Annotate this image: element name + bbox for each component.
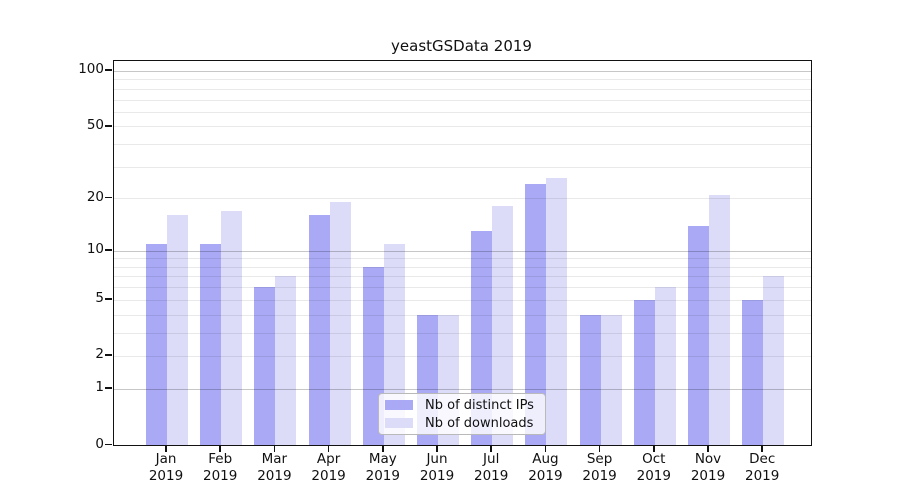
grid-line-minor [114,287,811,289]
grid-line-minor [114,332,811,334]
x-axis-tick [273,445,276,452]
legend-swatch [385,418,413,428]
grid-line-minor [114,144,811,146]
x-axis-tick [544,445,547,452]
grid-line-minor [114,355,811,357]
x-axis-tick-label: Apr 2019 [311,451,346,484]
x-axis-tick-label: Nov 2019 [690,451,726,484]
bar-distinct-ips [308,215,330,445]
y-axis-tick-label: 50 [86,116,104,133]
grid-line-minor [114,299,811,301]
legend: Nb of distinct IPs Nb of downloads [378,393,546,435]
grid-line-major [114,70,811,72]
legend-row: Nb of distinct IPs [385,398,539,413]
bar-downloads [546,177,568,445]
x-axis-tick [707,445,709,452]
x-axis-tick-label: Feb 2019 [203,451,238,484]
x-axis-tick-label: Dec 2019 [745,451,780,484]
x-axis-tick [490,445,493,452]
legend-label: Nb of downloads [425,415,534,431]
grid-line-minor [114,314,811,316]
bar-distinct-ips [146,243,167,445]
y-axis-tick-label: 100 [78,61,104,78]
x-axis-tick-label: Sep 2019 [582,451,617,484]
bar-downloads [329,202,351,445]
x-axis-tick [761,445,764,452]
y-axis-tick [105,124,112,127]
x-axis-tick [219,445,222,452]
y-axis-tick-label: 2 [95,346,104,363]
bars-layer [114,61,811,445]
y-axis-tick-label: 20 [86,188,104,205]
grid-line-minor [114,99,811,101]
x-axis-tick [653,445,655,452]
x-axis-tick-label: Jun 2019 [419,451,455,484]
y-axis-tick [105,354,112,357]
bar-distinct-ips [200,243,222,445]
x-axis-tick-label: May 2019 [365,451,400,484]
bar-downloads [167,215,188,445]
x-axis-tick-label: Mar 2019 [257,451,292,484]
legend-label: Nb of distinct IPs [425,397,534,413]
legend-swatch [385,400,413,410]
y-axis-tick-label: 0 [95,435,104,452]
bar-distinct-ips [742,299,764,445]
x-axis-tick [598,445,601,452]
x-axis-tick [327,445,330,452]
y-axis-tick-label: 5 [95,290,104,307]
grid-line-major [114,250,811,252]
bar-downloads [275,276,297,445]
grid-line-minor [114,198,811,200]
bar-distinct-ips [525,184,547,445]
y-axis-tick [105,196,112,199]
bar-distinct-ips [471,231,493,445]
grid-line-minor [114,166,811,168]
grid-line-minor [114,79,811,81]
x-axis-tick-label: Aug 2019 [528,451,563,484]
grid-line-minor [114,276,811,278]
bar-downloads [654,287,676,445]
legend-row: Nb of downloads [385,416,539,431]
bar-distinct-ips [633,299,655,445]
y-axis-tick [105,69,112,72]
x-axis-tick-label: Jul 2019 [474,451,509,484]
y-axis-tick-label: 1 [95,379,104,396]
x-axis-tick-label: Jan 2019 [148,451,184,484]
y-axis-tick [105,443,112,446]
bar-distinct-ips [579,314,601,445]
grid-line-minor [114,111,811,113]
bar-distinct-ips [688,225,709,445]
bar-downloads [221,210,243,445]
bar-downloads [600,314,622,445]
x-axis-tick [165,445,167,452]
grid-line-major [114,388,811,390]
bar-distinct-ips [254,287,276,445]
plot-area: Nb of distinct IPs Nb of downloads [113,60,812,446]
x-axis-tick [436,445,438,452]
y-axis-tick [105,249,112,251]
y-axis-tick [105,387,112,389]
bar-downloads [763,276,785,445]
grid-layer [114,61,811,445]
grid-line-minor [114,258,811,260]
x-axis-tick-label: Oct 2019 [636,451,671,484]
y-axis-tick [105,298,112,300]
bar-downloads [709,194,730,445]
bar-downloads [492,206,514,445]
y-axis-tick-label: 10 [86,241,104,258]
grid-line-minor [114,266,811,268]
grid-line-minor [114,126,811,128]
chart-title: yeastGSData 2019 [391,37,532,55]
x-axis-tick [382,445,384,452]
grid-line-minor [114,88,811,90]
